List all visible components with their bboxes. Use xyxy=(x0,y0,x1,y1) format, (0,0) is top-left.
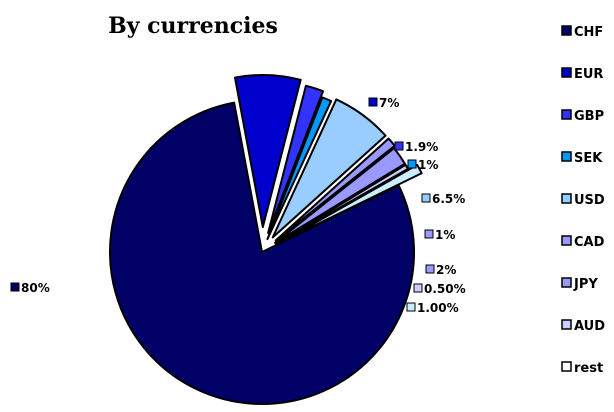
chart-title: By currencies xyxy=(108,13,278,39)
legend-label-cad: CAD xyxy=(574,235,605,250)
legend-swatch-usd xyxy=(561,193,572,204)
pie-slice-rest xyxy=(284,163,423,241)
data-label-sek: 1% xyxy=(418,158,438,172)
pie-slices xyxy=(109,74,423,405)
legend-label-gbp: GBP xyxy=(574,109,604,124)
data-label-swatch-eur xyxy=(368,97,378,107)
data-label-cad: 1% xyxy=(435,228,455,242)
data-label-usd: 6.5% xyxy=(432,192,465,206)
legend-swatch-gbp xyxy=(561,109,572,120)
data-labels: 80% 7% 1.9% 1% 6.5% 1% 2% 0.50% 1.00% xyxy=(10,96,466,315)
legend-label-usd: USD xyxy=(574,193,605,208)
legend-label-aud: AUD xyxy=(574,319,605,334)
pie-slice-jpy xyxy=(274,147,406,244)
legend-swatch-sek xyxy=(561,151,572,162)
legend-label-sek: SEK xyxy=(574,151,603,166)
data-label-swatch-chf xyxy=(10,282,20,292)
data-label-swatch-cad xyxy=(424,229,434,239)
legend-swatch-cad xyxy=(561,235,572,246)
pie-slice-aud xyxy=(274,163,409,245)
legend-swatch-chf xyxy=(561,25,572,36)
data-label-swatch-sek xyxy=(407,159,417,169)
data-label-eur: 7% xyxy=(379,96,399,110)
data-label-swatch-gbp xyxy=(394,141,404,151)
legend-swatch-rest xyxy=(561,361,572,372)
data-label-swatch-jpy xyxy=(425,264,435,274)
data-label-swatch-usd xyxy=(421,193,431,203)
data-label-chf: 80% xyxy=(21,281,50,295)
legend: CHF EUR GBP SEK USD CAD JPY AUD rest xyxy=(561,25,605,376)
data-label-aud: 0.50% xyxy=(424,282,466,296)
legend-swatch-aud xyxy=(561,319,572,330)
legend-swatch-jpy xyxy=(561,277,572,288)
data-label-swatch-aud xyxy=(413,283,423,293)
data-label-gbp: 1.9% xyxy=(405,140,438,154)
pie-slice-gbp xyxy=(267,84,325,234)
data-label-swatch-rest xyxy=(406,302,416,312)
pie-slice-eur xyxy=(233,74,302,229)
pie-slice-chf xyxy=(109,101,415,405)
pie-slice-usd xyxy=(271,98,387,239)
data-label-rest: 1.00% xyxy=(417,301,459,315)
legend-label-rest: rest xyxy=(574,361,603,376)
data-label-jpy: 2% xyxy=(436,263,456,277)
pie-slice-sek xyxy=(266,96,333,241)
legend-label-jpy: JPY xyxy=(573,277,598,292)
legend-label-chf: CHF xyxy=(574,25,603,40)
legend-swatch-eur xyxy=(561,67,572,78)
legend-label-eur: EUR xyxy=(574,67,603,82)
